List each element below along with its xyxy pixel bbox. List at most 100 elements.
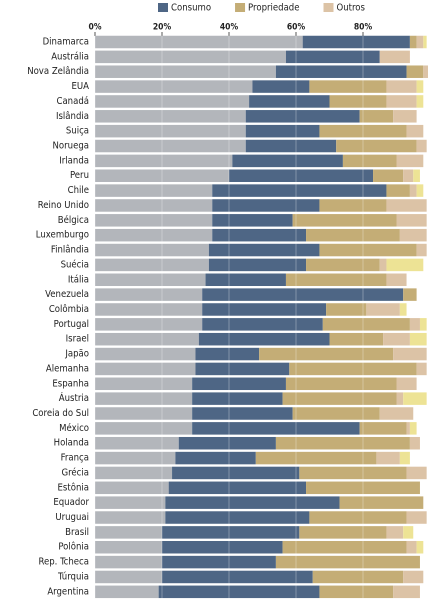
bar-segment [95, 377, 193, 391]
bar-segment [245, 124, 320, 138]
bar-segment [396, 377, 417, 391]
bar-segment [409, 436, 420, 450]
bar-segment [205, 273, 286, 287]
bar-segment [212, 184, 387, 197]
bar-segment [95, 585, 159, 599]
bar-segment [416, 184, 424, 197]
bar-segment [158, 585, 320, 599]
bar-segment [208, 243, 320, 257]
category-label: Irlanda [59, 155, 89, 166]
bar-segment [95, 258, 209, 272]
bar-segment [192, 407, 293, 420]
bar-segment [386, 199, 427, 212]
bar-segment [329, 95, 387, 108]
bar-segment [416, 35, 424, 49]
category-label: Austrália [51, 51, 89, 62]
category-label: Reino Unido [38, 200, 89, 211]
bar-segment [373, 169, 404, 182]
bar-segment [302, 35, 410, 49]
bar-segment [162, 555, 276, 569]
bar-segment [175, 451, 256, 465]
bar-segment [423, 65, 428, 78]
bar-segment [329, 332, 384, 346]
bar-segment [95, 555, 162, 569]
bar-segment [162, 526, 300, 539]
bar-segment [339, 496, 424, 509]
bar-segment [416, 540, 424, 554]
bar-segment [309, 511, 407, 524]
category-label: Polônia [58, 542, 89, 553]
bar-segment [195, 347, 260, 361]
bar-segment [95, 451, 176, 465]
bar-segment [403, 392, 427, 405]
bar-segment [319, 585, 394, 599]
bar-segment [396, 214, 427, 227]
bar-segment [168, 481, 307, 495]
category-label: Coreia do Sul [32, 408, 89, 419]
bar-segment [198, 332, 330, 346]
bar-segment [299, 526, 387, 539]
bar-segment [393, 347, 427, 361]
bar-segment [95, 65, 276, 78]
bar-segment [396, 154, 424, 168]
bar-segment [326, 303, 367, 316]
bar-segment [396, 392, 404, 405]
bar-segment [95, 50, 286, 64]
bar-segment [406, 65, 424, 78]
bar-segment [275, 65, 407, 78]
bar-segment [386, 184, 410, 197]
bar-segment [178, 436, 276, 450]
bar-segment [245, 139, 337, 153]
category-label: Colômbia [49, 304, 89, 315]
bar-segment [416, 362, 427, 376]
bar-segment [249, 95, 330, 108]
bar-segment [386, 95, 417, 108]
category-label: Portugal [54, 319, 89, 330]
category-label: Argentina [47, 586, 89, 597]
bar-segment [95, 303, 203, 316]
bar-segment [409, 332, 427, 346]
bar-segment [399, 228, 427, 242]
category-label: Áustria [59, 392, 89, 404]
category-label: Israel [66, 334, 89, 345]
bar-segment [232, 154, 343, 168]
bar-segment [95, 199, 213, 212]
category-label: Brasil [65, 527, 89, 538]
category-label: Rep. Tcheca [38, 557, 89, 568]
bar-segment [406, 422, 410, 435]
category-label: Nova Zelândia [27, 66, 89, 77]
bar-segment [192, 377, 286, 391]
bar-segment [306, 258, 380, 272]
bar-segment [409, 184, 417, 197]
bar-segment [95, 318, 203, 331]
bar-segment [95, 422, 193, 435]
category-label: Islândia [56, 111, 89, 122]
bar-segment [379, 407, 414, 420]
category-label: França [61, 453, 89, 464]
bar-segment [165, 496, 340, 509]
category-label: Espanha [52, 378, 89, 389]
bar-segment [379, 258, 387, 272]
bar-segment [409, 35, 417, 49]
x-tick-label: 40% [220, 23, 239, 33]
bar-segment [195, 362, 290, 376]
bar-segment [403, 169, 414, 182]
bar-segment [165, 511, 310, 524]
bar-segment [229, 169, 374, 182]
bar-segment [252, 80, 310, 93]
bar-segment [386, 273, 407, 287]
bar-segment [255, 451, 377, 465]
bar-segment [95, 95, 250, 108]
bar-segment [299, 466, 407, 480]
bar-segment [312, 570, 404, 584]
bar-segment [212, 228, 307, 242]
bar-segment [95, 110, 246, 123]
category-label: Itália [68, 274, 89, 285]
bar-segment [423, 35, 427, 49]
bar-segment [309, 80, 387, 93]
bar-segment [95, 243, 209, 257]
bar-segment [393, 110, 417, 123]
bar-segment [95, 496, 166, 509]
category-label: Chile [68, 185, 89, 196]
bar-segment [95, 526, 162, 539]
